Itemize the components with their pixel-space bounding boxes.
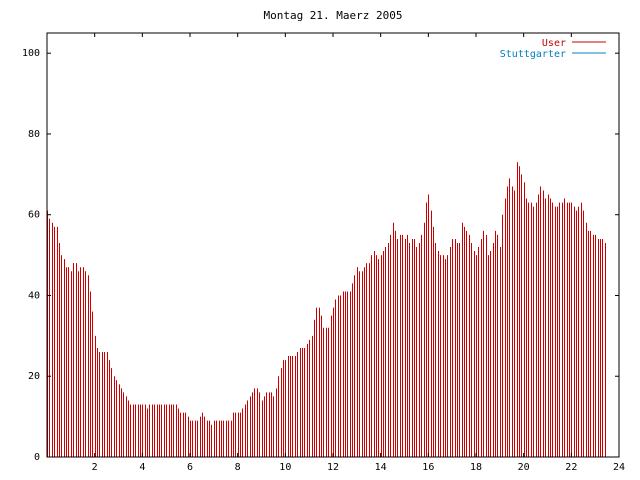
x-tick-label: 6 <box>187 462 193 473</box>
x-tick-label: 4 <box>139 462 145 473</box>
legend-label-user: User <box>542 38 566 49</box>
x-tick-label: 20 <box>518 462 530 473</box>
x-tick-label: 14 <box>375 462 387 473</box>
x-tick-label: 24 <box>613 462 625 473</box>
y-tick-label: 0 <box>34 452 40 463</box>
y-tick-label: 80 <box>28 129 40 140</box>
x-tick-label: 8 <box>235 462 241 473</box>
chart-title: Montag 21. Maerz 2005 <box>263 9 402 22</box>
legend: User Stuttgarter <box>500 38 606 60</box>
bars-group <box>47 162 606 457</box>
x-tick-label: 10 <box>279 462 291 473</box>
x-tick-label: 16 <box>422 462 434 473</box>
x-tick-label: 12 <box>327 462 339 473</box>
y-axis: 0 20 40 60 80 100 <box>22 48 619 463</box>
plot-frame <box>46 32 620 458</box>
y-tick-label: 100 <box>22 48 40 59</box>
y-tick-label: 60 <box>28 210 40 221</box>
x-axis: 2 4 6 8 10 12 14 16 18 20 22 24 <box>92 33 625 473</box>
y-tick-label: 20 <box>28 371 40 382</box>
y-tick-label: 40 <box>28 290 40 301</box>
x-tick-label: 2 <box>92 462 98 473</box>
x-tick-label: 18 <box>470 462 482 473</box>
x-tick-label: 22 <box>565 462 577 473</box>
legend-label-stuttgarter: Stuttgarter <box>500 49 566 60</box>
